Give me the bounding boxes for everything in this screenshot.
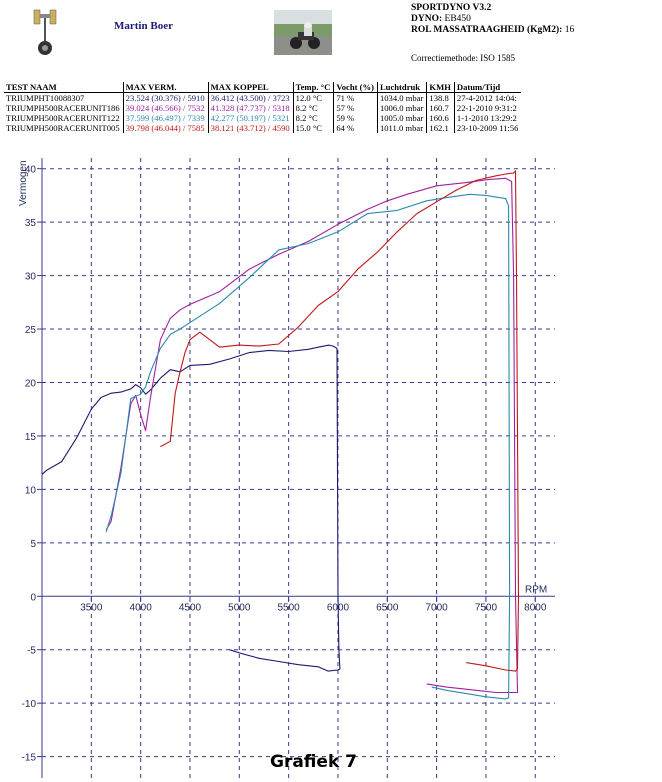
vocht: 59 % bbox=[333, 113, 378, 123]
dyno-value: EB450 bbox=[444, 14, 471, 24]
max-verm: 37.599 (46.497) / 7339 bbox=[122, 113, 209, 123]
y-tick-label: -5 bbox=[27, 646, 36, 657]
col-datum: Datum/Tijd bbox=[453, 82, 522, 93]
datum: 22-1-2010 9:31:2 bbox=[453, 103, 522, 113]
author-name: Martin Boer bbox=[114, 20, 173, 32]
table-row: TRIUMPH500RACERUNIT186 39.024 (46.566) /… bbox=[4, 103, 522, 113]
series-line-3 bbox=[160, 170, 520, 672]
datum: 1-1-2010 13:29:2 bbox=[453, 113, 522, 123]
y-tick-label: 15 bbox=[25, 432, 37, 443]
datum: 27-4-2012 14:04: bbox=[453, 92, 522, 103]
kmh: 160.7 bbox=[426, 103, 455, 113]
x-tick-label: 6500 bbox=[376, 602, 399, 613]
max-koppel: 38.121 (43.712) / 4590 bbox=[207, 123, 294, 133]
y-tick-label: 10 bbox=[25, 485, 37, 496]
luchtdruk: 1011.0 mbar bbox=[376, 123, 427, 133]
vocht: 71 % bbox=[333, 92, 378, 103]
software-version: SPORTDYNO V3.2 bbox=[411, 3, 492, 13]
dyno-label: DYNO: bbox=[411, 14, 443, 24]
y-tick-label: 25 bbox=[25, 325, 37, 336]
test-table: TEST NAAM MAX VERM. MAX KOPPEL Temp. °C … bbox=[4, 82, 522, 133]
x-tick-label: 5000 bbox=[228, 602, 251, 613]
y-tick-label: 40 bbox=[25, 165, 37, 176]
col-max-koppel: MAX KOPPEL bbox=[207, 82, 294, 93]
table-row: TRIUMPH500RACERUNIT122 37.599 (46.497) /… bbox=[4, 113, 522, 123]
temp: 15.0 °C bbox=[292, 123, 334, 133]
rol-label: ROL MASSATRAAGHEID (KgM2): bbox=[411, 25, 563, 35]
power-chart: 3500 4000 4500 5000 5500 6000 6500 7000 7500 8000… bbox=[18, 158, 555, 778]
col-max-verm: MAX VERM. bbox=[122, 82, 209, 93]
kmh: 138.8 bbox=[426, 92, 455, 103]
max-verm: 23.524 (30.376) / 5910 bbox=[122, 92, 209, 103]
x-tick-label: 7000 bbox=[425, 602, 448, 613]
test-name: TRIUMPH500RACERUNIT005 bbox=[6, 123, 120, 133]
max-koppel: 42.277 (50.197) / 5321 bbox=[207, 113, 294, 123]
table-row: TRIUMPH500RACERUNIT005 39.798 (46.044) /… bbox=[4, 123, 522, 133]
col-luchtdruk: Luchtdruk bbox=[376, 82, 427, 93]
series-line-0 bbox=[41, 344, 341, 672]
rol-value: 16 bbox=[564, 25, 575, 35]
max-koppel: 41.328 (47.737) / 5318 bbox=[207, 103, 294, 113]
luchtdruk: 1034.0 mbar bbox=[376, 92, 427, 103]
max-koppel: 36.412 (43.500) / 3723 bbox=[207, 92, 294, 103]
vocht: 64 % bbox=[333, 123, 378, 133]
x-tick-label: 7500 bbox=[475, 602, 498, 613]
col-vocht: Vocht (%) bbox=[333, 82, 378, 93]
x-tick-label: 5500 bbox=[278, 602, 301, 613]
chart-caption: Grafiek 7 bbox=[270, 752, 357, 772]
datum: 23-10-2009 11:56 bbox=[453, 123, 522, 133]
y-tick-label: 35 bbox=[25, 218, 37, 229]
temp: 12.0 °C bbox=[292, 92, 334, 103]
series-line-2 bbox=[105, 193, 511, 700]
y-tick-label: -10 bbox=[22, 699, 37, 710]
y-tick-label: 5 bbox=[30, 539, 36, 550]
luchtdruk: 1005.0 mbar bbox=[376, 113, 427, 123]
table-header-row: TEST NAAM MAX VERM. MAX KOPPEL Temp. °C … bbox=[4, 82, 522, 93]
y-tick-label: 20 bbox=[25, 378, 37, 389]
x-tick-label: 3500 bbox=[80, 602, 103, 613]
max-verm: 39.798 (46.044) / 7585 bbox=[122, 123, 209, 133]
x-tick-label: 8000 bbox=[524, 602, 547, 613]
temp: 8.2 °C bbox=[292, 103, 334, 113]
col-kmh: KMH bbox=[426, 82, 455, 93]
y-tick-label: 0 bbox=[30, 592, 36, 603]
temp: 8.2 °C bbox=[292, 113, 334, 123]
luchtdruk: 1006.0 mbar bbox=[376, 103, 427, 113]
correction-method: Correctiemethode: ISO 1585 bbox=[411, 53, 515, 63]
dyno-logo-icon bbox=[33, 9, 57, 55]
x-tick-label: 4500 bbox=[179, 602, 202, 613]
y-tick-label: -15 bbox=[22, 753, 37, 764]
kmh: 160.6 bbox=[426, 113, 455, 123]
vocht: 57 % bbox=[333, 103, 378, 113]
x-axis-label: RPM bbox=[525, 584, 547, 595]
col-test-naam: TEST NAAM bbox=[4, 82, 124, 93]
dyno-info: SPORTDYNO V3.2 DYNO: EB450 ROL MASSATRAA… bbox=[411, 3, 574, 36]
x-tick-label: 4000 bbox=[130, 602, 153, 613]
motorcycle-photo bbox=[274, 10, 332, 55]
table-row: TRIUMPHT10088307 23.524 (30.376) / 5910 … bbox=[4, 92, 522, 103]
test-name: TRIUMPH500RACERUNIT186 bbox=[6, 103, 120, 113]
y-tick-label: 30 bbox=[25, 272, 37, 283]
y-axis-label: Vermogen bbox=[18, 160, 29, 206]
kmh: 162.1 bbox=[426, 123, 455, 133]
test-name: TRIUMPH500RACERUNIT122 bbox=[6, 113, 120, 123]
max-verm: 39.024 (46.566) / 7532 bbox=[122, 103, 209, 113]
col-temp: Temp. °C bbox=[292, 82, 334, 93]
test-name: TRIUMPHT10088307 bbox=[6, 93, 85, 103]
series-line-1 bbox=[105, 177, 519, 694]
